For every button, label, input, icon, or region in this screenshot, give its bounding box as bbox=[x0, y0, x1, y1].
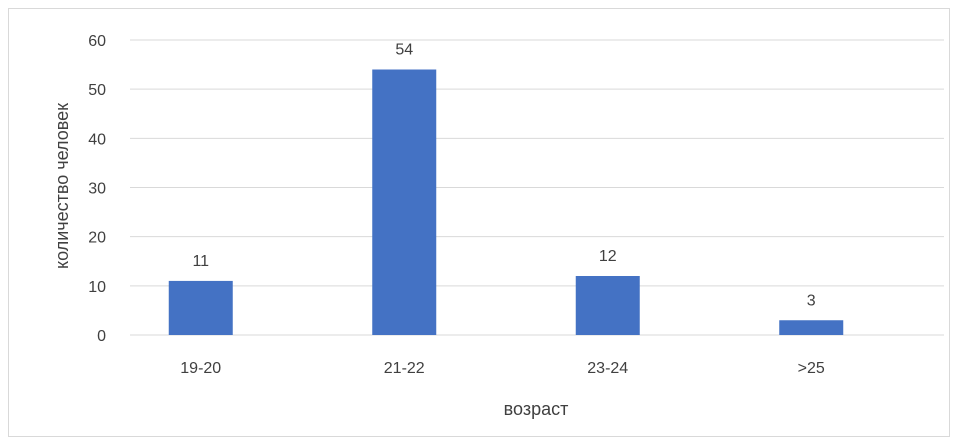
y-tick-label: 0 bbox=[97, 328, 106, 345]
y-axis-ticks: 0 10 20 30 40 50 60 bbox=[88, 33, 106, 345]
y-tick-label: 50 bbox=[88, 82, 106, 99]
bar bbox=[779, 320, 844, 335]
y-tick-label: 30 bbox=[88, 181, 106, 198]
gridlines bbox=[130, 39, 944, 336]
data-label: 3 bbox=[807, 292, 816, 309]
data-labels: 11 54 12 3 bbox=[192, 42, 815, 310]
y-axis-title: количество человек bbox=[52, 103, 72, 269]
data-label: 54 bbox=[395, 42, 413, 59]
y-tick-label: 40 bbox=[88, 131, 106, 148]
x-tick-label: 23-24 bbox=[587, 360, 628, 377]
x-axis-ticks: 19-20 21-22 23-24 >25 bbox=[180, 360, 825, 377]
x-axis-title: возраст bbox=[504, 399, 569, 419]
bar bbox=[575, 276, 640, 335]
bar bbox=[372, 69, 437, 335]
x-tick-label: >25 bbox=[798, 360, 825, 377]
data-label: 11 bbox=[192, 253, 209, 270]
bar bbox=[168, 280, 233, 335]
y-tick-label: 20 bbox=[88, 230, 106, 247]
chart-frame bbox=[8, 8, 950, 437]
y-tick-label: 60 bbox=[88, 33, 106, 50]
bars bbox=[168, 69, 844, 335]
y-tick-label: 10 bbox=[88, 279, 106, 296]
data-label: 12 bbox=[599, 248, 617, 265]
x-tick-label: 19-20 bbox=[180, 360, 221, 377]
x-tick-label: 21-22 bbox=[384, 360, 425, 377]
